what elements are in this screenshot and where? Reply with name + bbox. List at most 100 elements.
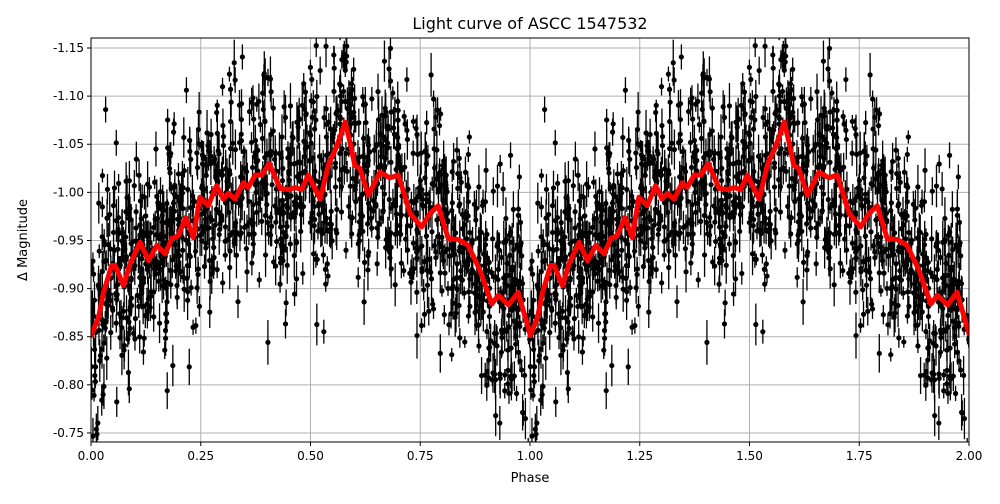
data-point <box>861 312 866 317</box>
data-point <box>877 270 882 275</box>
data-point <box>431 183 436 188</box>
data-point <box>669 141 674 146</box>
data-point <box>934 183 939 188</box>
data-point <box>563 257 568 262</box>
data-point <box>199 185 204 190</box>
data-point <box>760 252 765 257</box>
data-point <box>801 260 806 265</box>
data-point <box>706 152 711 157</box>
data-point <box>439 288 444 293</box>
data-point <box>395 230 400 235</box>
data-point <box>509 377 514 382</box>
data-point <box>748 77 753 82</box>
data-point <box>869 302 874 307</box>
data-point <box>539 234 544 239</box>
data-point <box>233 77 238 82</box>
data-point <box>505 381 510 386</box>
data-point <box>658 213 663 218</box>
data-point <box>683 269 688 274</box>
data-point <box>842 122 847 127</box>
data-point <box>654 267 659 272</box>
data-point <box>691 150 696 155</box>
data-point <box>121 242 126 247</box>
data-point <box>97 286 102 291</box>
data-point <box>369 96 374 101</box>
data-point <box>837 212 842 217</box>
data-point <box>760 329 765 334</box>
data-point <box>629 325 634 330</box>
data-point <box>748 215 753 220</box>
data-point <box>426 309 431 314</box>
data-point <box>531 347 536 352</box>
data-point <box>853 290 858 295</box>
data-point <box>113 291 118 296</box>
data-point <box>644 226 649 231</box>
data-point <box>323 44 328 49</box>
data-point <box>931 372 936 377</box>
data-point <box>672 220 677 225</box>
data-point <box>124 179 129 184</box>
data-point <box>411 151 416 156</box>
data-point <box>321 329 326 334</box>
data-point <box>442 271 447 276</box>
data-point <box>253 190 258 195</box>
data-point <box>890 277 895 282</box>
data-point <box>912 217 917 222</box>
data-point <box>414 256 419 261</box>
data-point <box>646 310 651 315</box>
data-point <box>148 305 153 310</box>
data-point <box>425 283 430 288</box>
data-point <box>842 236 847 241</box>
data-point <box>393 204 398 209</box>
data-point <box>926 260 931 265</box>
data-point <box>642 245 647 250</box>
data-point <box>265 340 270 345</box>
data-point <box>244 269 249 274</box>
data-point <box>136 173 141 178</box>
data-point <box>173 242 178 247</box>
data-point <box>154 194 159 199</box>
data-point <box>905 185 910 190</box>
data-point <box>636 110 641 115</box>
data-point <box>701 71 706 76</box>
data-point <box>457 335 462 340</box>
data-point <box>804 221 809 226</box>
data-point <box>926 345 931 350</box>
data-point <box>868 229 873 234</box>
data-point <box>708 224 713 229</box>
data-point <box>312 126 317 131</box>
data-point <box>871 243 876 248</box>
data-point <box>646 258 651 263</box>
data-point <box>942 216 947 221</box>
data-point <box>249 140 254 145</box>
data-point <box>321 252 326 257</box>
data-point <box>349 81 354 86</box>
data-point <box>362 299 367 304</box>
data-point <box>934 277 939 282</box>
data-point <box>508 230 513 235</box>
data-point <box>565 319 570 324</box>
data-point <box>704 75 709 80</box>
data-point <box>498 161 503 166</box>
data-point <box>434 176 439 181</box>
data-point <box>385 236 390 241</box>
data-point <box>233 220 238 225</box>
data-point <box>360 192 365 197</box>
data-point <box>952 282 957 287</box>
data-point <box>619 248 624 253</box>
data-point <box>220 172 225 177</box>
data-point <box>556 311 561 316</box>
data-point <box>165 117 170 122</box>
data-point <box>877 351 882 356</box>
data-point <box>110 308 115 313</box>
data-point <box>228 87 233 92</box>
data-point <box>654 103 659 108</box>
data-point <box>408 223 413 228</box>
data-point <box>474 206 479 211</box>
data-point <box>153 146 158 151</box>
data-point <box>683 169 688 174</box>
data-point <box>227 169 232 174</box>
data-point <box>867 270 872 275</box>
data-point <box>688 260 693 265</box>
data-point <box>366 143 371 148</box>
